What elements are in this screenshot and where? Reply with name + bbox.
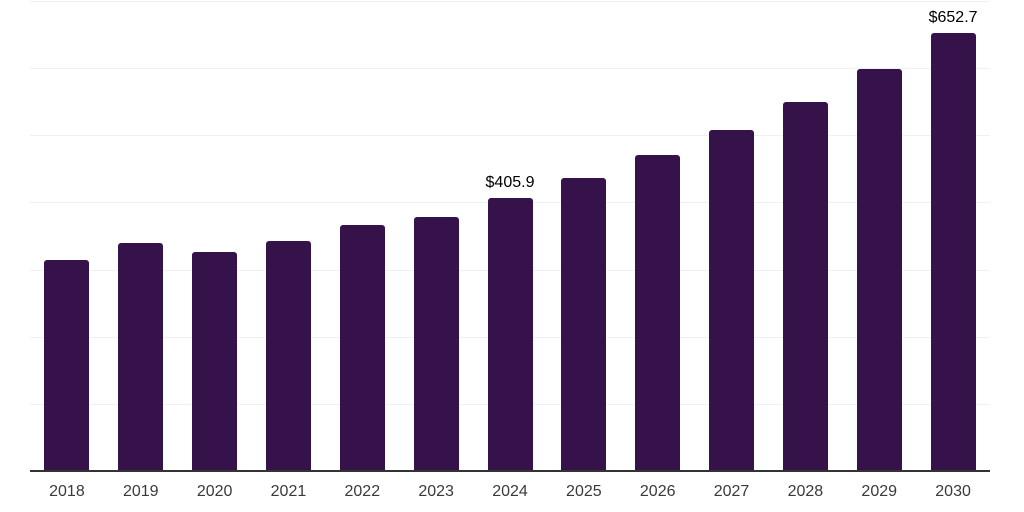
x-axis-line — [30, 470, 990, 472]
bar-2028 — [782, 101, 828, 471]
x-tick-label-2019: 2019 — [122, 483, 159, 500]
x-tick-label-2028: 2028 — [787, 483, 824, 500]
data-label-2024: $405.9 — [485, 174, 535, 192]
bar-2026 — [635, 154, 681, 471]
x-tick-label-2023: 2023 — [418, 483, 454, 500]
bar-2018 — [44, 260, 90, 471]
x-tick-label-2029: 2029 — [861, 483, 898, 500]
x-tick-label-2026: 2026 — [639, 483, 676, 500]
x-tick-label-2018: 2018 — [49, 483, 85, 500]
x-tick-label-2020: 2020 — [196, 483, 233, 500]
gridline-500 — [30, 135, 990, 137]
bar-2025 — [561, 177, 607, 471]
bar-2021 — [265, 240, 311, 471]
bar-2024 — [487, 198, 533, 471]
bar-2020 — [192, 252, 238, 471]
x-tick-label-2022: 2022 — [344, 483, 381, 500]
plot-area: $405.9 $652.7 — [30, 1, 990, 471]
x-tick-label-2021: 2021 — [270, 483, 307, 500]
x-tick-label-2025: 2025 — [566, 483, 602, 500]
bar-2019 — [118, 242, 164, 471]
x-tick-label-2030: 2030 — [935, 483, 971, 500]
bar-2029 — [856, 68, 902, 471]
bar-2027 — [709, 129, 755, 471]
bar-2030 — [930, 32, 976, 471]
gridline-600 — [30, 68, 990, 70]
x-tick-label-2027: 2027 — [713, 483, 750, 500]
bar-2022 — [339, 225, 385, 471]
gridline-700 — [30, 1, 990, 2]
bar-2023 — [413, 217, 459, 471]
x-tick-label-2024: 2024 — [492, 483, 528, 500]
data-label-2030: $652.7 — [928, 8, 978, 26]
